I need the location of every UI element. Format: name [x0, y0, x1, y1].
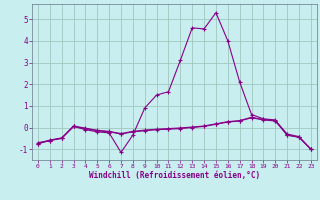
X-axis label: Windchill (Refroidissement éolien,°C): Windchill (Refroidissement éolien,°C) — [89, 171, 260, 180]
